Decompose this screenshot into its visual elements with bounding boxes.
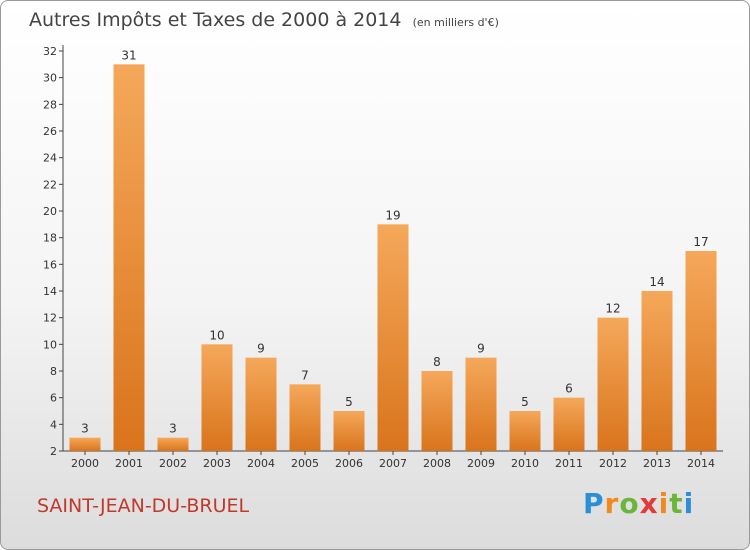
data-label-2011: 6 — [565, 382, 573, 396]
bar-2012 — [597, 317, 629, 451]
data-label-2010: 5 — [521, 395, 529, 409]
bar-2006 — [333, 411, 365, 451]
data-label-2001: 31 — [121, 48, 136, 62]
chart-unit: (en milliers d'€) — [412, 16, 499, 29]
y-tick-label: 22 — [43, 178, 57, 191]
y-tick-label: 10 — [43, 338, 57, 351]
y-tick-label: 28 — [43, 98, 57, 111]
x-tick-label: 2004 — [247, 457, 275, 470]
x-tick-label: 2010 — [511, 457, 539, 470]
data-label-2007: 19 — [385, 208, 400, 222]
data-label-2000: 3 — [81, 422, 89, 436]
y-tick-label: 12 — [43, 312, 57, 325]
y-tick-label: 26 — [43, 125, 57, 138]
data-label-2006: 5 — [345, 395, 353, 409]
x-tick-label: 2007 — [379, 457, 407, 470]
y-tick-label: 6 — [50, 392, 57, 405]
chart-bars: 3 31 3 10 9 7 5 19 8 9 5 6 12 14 17 — [69, 48, 717, 452]
chart-title: Autres Impôts et Taxes de 2000 à 2014 (e… — [29, 9, 499, 31]
y-tick-label: 32 — [43, 45, 57, 58]
x-tick-label: 2009 — [467, 457, 495, 470]
data-label-2012: 12 — [605, 302, 620, 316]
y-tick-label: 14 — [43, 285, 57, 298]
x-tick-label: 2001 — [115, 457, 143, 470]
x-tick-label: 2012 — [599, 457, 627, 470]
y-tick-label: 8 — [50, 365, 57, 378]
data-label-2004: 9 — [257, 342, 265, 356]
y-tick-label: 2 — [50, 445, 57, 458]
x-tick-label: 2011 — [555, 457, 583, 470]
proxiti-logo[interactable]: Proxiti — [583, 487, 695, 520]
y-tick-label: 24 — [43, 152, 57, 165]
y-tick-label: 18 — [43, 232, 57, 245]
y-tick-label: 30 — [43, 72, 57, 85]
x-tick-label: 2006 — [335, 457, 363, 470]
bar-2014 — [685, 251, 717, 451]
bar-2011 — [553, 397, 585, 451]
x-tick-label: 2013 — [643, 457, 671, 470]
data-label-2013: 14 — [649, 275, 664, 289]
y-tick-label: 16 — [43, 258, 57, 271]
bar-2010 — [509, 411, 541, 451]
bar-2002 — [157, 437, 189, 451]
bar-2005 — [289, 384, 321, 451]
x-tick-label: 2008 — [423, 457, 451, 470]
data-label-2005: 7 — [301, 368, 309, 382]
data-label-2009: 9 — [477, 342, 485, 356]
x-tick-label: 2014 — [687, 457, 715, 470]
bar-2003 — [201, 344, 233, 451]
bar-2000 — [69, 437, 101, 451]
data-label-2003: 10 — [209, 328, 224, 342]
commune-name: SAINT-JEAN-DU-BRUEL — [37, 495, 250, 517]
bar-2013 — [641, 291, 673, 451]
y-tick-label: 4 — [50, 418, 57, 431]
chart-title-text: Autres Impôts et Taxes de 2000 à 2014 — [29, 9, 402, 31]
bar-2004 — [245, 357, 277, 451]
bar-2009 — [465, 357, 497, 451]
bar-2008 — [421, 371, 453, 451]
data-label-2008: 8 — [433, 355, 441, 369]
bar-2007 — [377, 224, 409, 451]
x-tick-label: 2005 — [291, 457, 319, 470]
x-tick-label: 2003 — [203, 457, 231, 470]
x-tick-label: 2000 — [71, 457, 99, 470]
y-tick-label: 20 — [43, 205, 57, 218]
data-label-2014: 17 — [693, 235, 708, 249]
x-tick-label: 2002 — [159, 457, 187, 470]
bar-2001 — [113, 64, 145, 452]
data-label-2002: 3 — [169, 422, 177, 436]
